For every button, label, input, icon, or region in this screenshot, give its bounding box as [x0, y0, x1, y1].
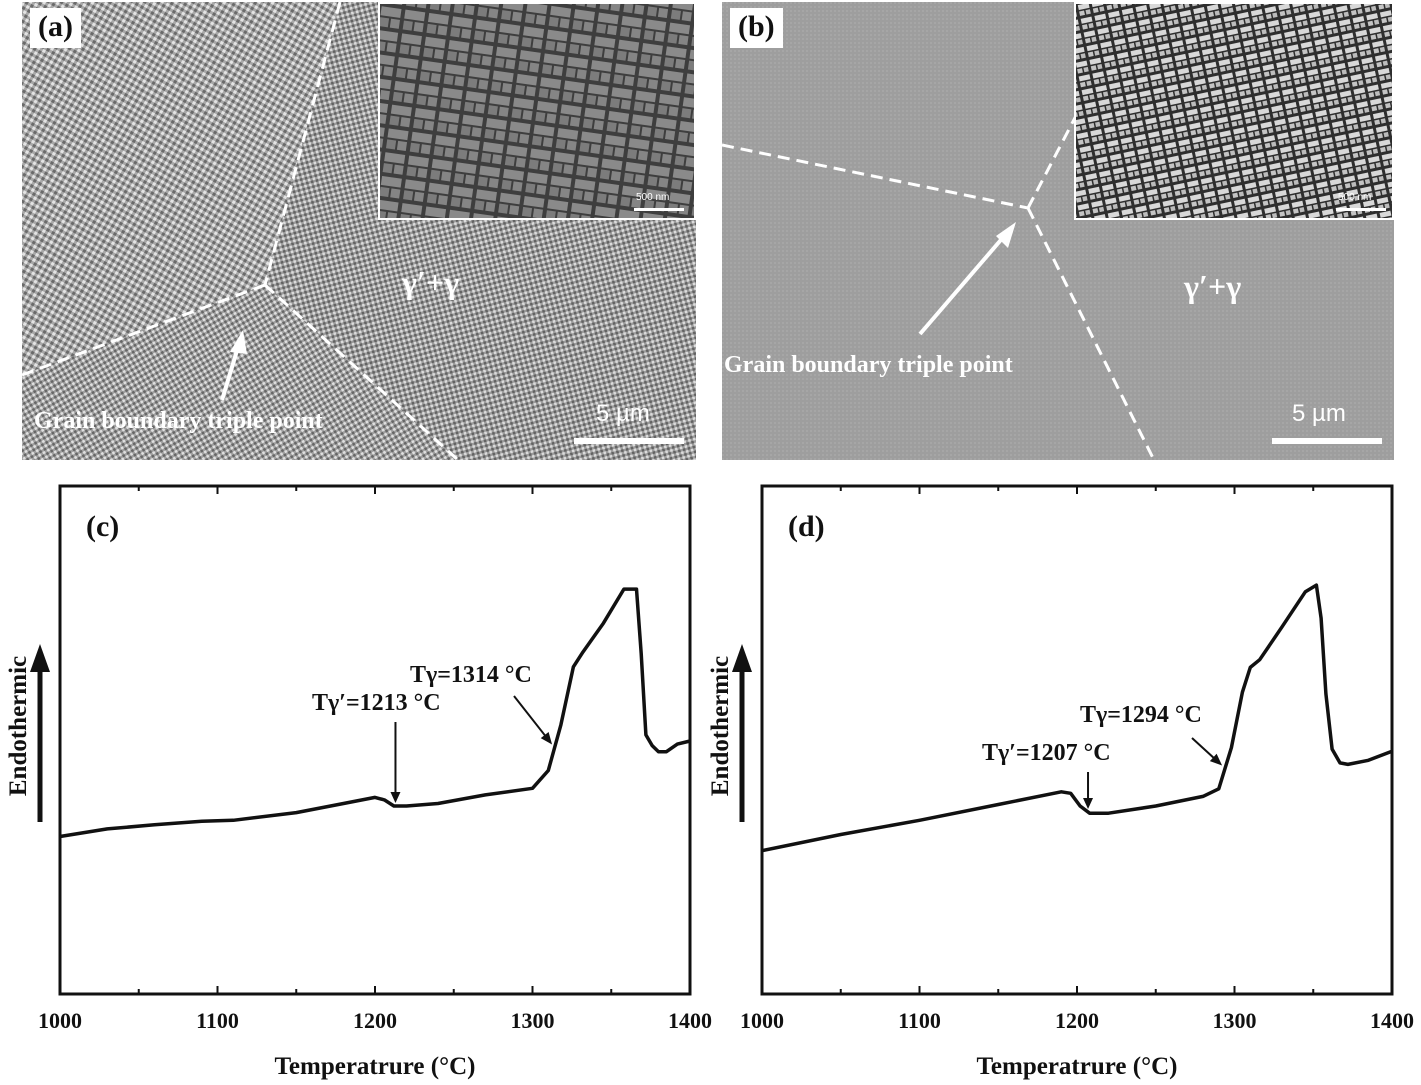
transition-label: Tγ′=1207 °C [982, 740, 1111, 766]
transition-arrowhead [540, 731, 553, 745]
panel-label-b: (b) [730, 8, 783, 48]
sem-panel-b: (b) 500 nm γ′+γ Grain boundary triple po… [722, 2, 1394, 460]
y-axis-title: Endothermic [707, 656, 734, 796]
x-tick-label: 1400 [668, 1008, 712, 1033]
x-tick-label: 1100 [898, 1008, 941, 1033]
x-tick-label: 1200 [1055, 1008, 1099, 1033]
dsc-chart-d: 1000 1100 1200 1300 1400 Temperatrure (°C) End… [700, 478, 1421, 1085]
inset-image-a [380, 4, 694, 218]
endothermic-arrow-head [732, 644, 752, 672]
transition-arrowhead [1083, 797, 1094, 809]
sem-panel-a: (a) 500 nm γ′+γ Grain boundary triple po… [22, 2, 696, 460]
inset-image-b [1076, 4, 1392, 218]
sem-image-b [722, 2, 1394, 460]
panel-label: (c) [86, 510, 119, 543]
x-axis-title: Temperatrure (°C) [977, 1053, 1178, 1080]
scale-bar-a [574, 438, 684, 444]
scale-bar-label-b: 5 µm [1292, 400, 1346, 427]
x-tick-label: 1200 [353, 1008, 397, 1033]
scale-bar-label-a: 5 µm [596, 400, 650, 427]
phase-label-b: γ′+γ [1184, 268, 1242, 304]
inset-scale-bar-b [1336, 208, 1386, 211]
y-axis-title: Endothermic [5, 656, 32, 796]
transition-label: Tγ=1294 °C [1080, 702, 1202, 728]
x-tick-label: 1300 [1213, 1008, 1257, 1033]
inset-micrograph-b: 500 nm [1074, 2, 1394, 220]
scale-bar-b [1272, 438, 1382, 444]
panel-label: (d) [788, 510, 825, 543]
dsc-chart-c: 1000 1100 1200 1300 1400 Temperatrure (°C) End… [0, 478, 712, 1085]
endothermic-arrow-head [30, 644, 50, 672]
dsc-chart-c-svg: 1000 1100 1200 1300 1400 Temperatrure (°C) End… [5, 484, 712, 1080]
triple-point-label-a: Grain boundary triple point [34, 408, 323, 434]
x-axis-title: Temperatrure (°C) [275, 1053, 476, 1080]
x-tick-label: 1300 [511, 1008, 555, 1033]
inset-scale-bar-label-b: 500 nm [1338, 192, 1372, 203]
phase-label-a: γ′+γ [402, 264, 460, 300]
x-tick-label: 1100 [196, 1008, 239, 1033]
dsc-curve [761, 583, 1393, 853]
dsc-curve [59, 587, 691, 839]
transition-label: Tγ′=1213 °C [312, 690, 441, 716]
plot-frame [58, 484, 692, 996]
inset-micrograph-a: 500 nm [378, 2, 696, 220]
x-tick-label: 1400 [1370, 1008, 1414, 1033]
dsc-chart-d-svg: 1000 1100 1200 1300 1400 Temperatrure (°C) End… [707, 484, 1414, 1080]
transition-arrow [1191, 737, 1217, 761]
transition-arrowhead [390, 792, 401, 804]
triple-point-label-b: Grain boundary triple point [724, 352, 1013, 378]
transition-arrow [513, 695, 548, 739]
inset-scale-bar-label-a: 500 nm [636, 192, 670, 203]
inset-scale-bar-a [634, 208, 684, 211]
x-tick-label: 1000 [38, 1008, 82, 1033]
transition-arrowhead [1209, 753, 1223, 766]
x-tick-label: 1000 [740, 1008, 784, 1033]
transition-label: Tγ=1314 °C [410, 662, 532, 688]
panel-label-a: (a) [30, 8, 81, 48]
